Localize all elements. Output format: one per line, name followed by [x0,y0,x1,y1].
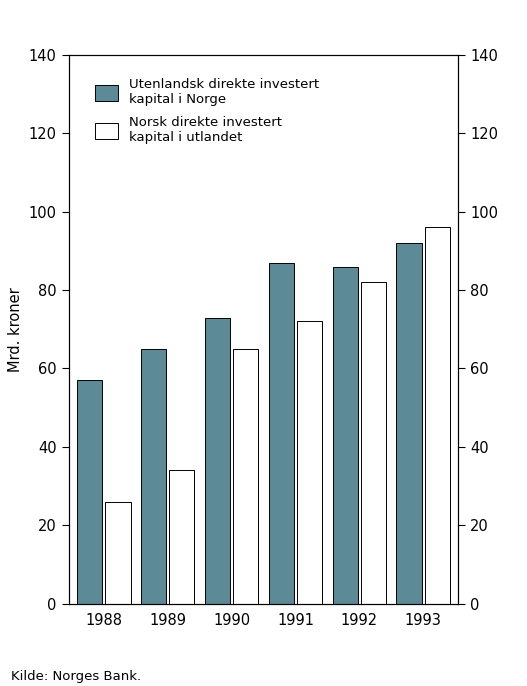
Bar [396,243,422,604]
Bar [333,267,358,604]
Bar [269,263,294,604]
Bar [297,322,323,604]
Bar [360,282,386,604]
Bar [204,318,230,604]
Bar [141,349,167,604]
Text: Kilde: Norges Bank.: Kilde: Norges Bank. [11,670,141,683]
Bar [233,349,258,604]
Y-axis label: Mrd. kroner: Mrd. kroner [8,287,23,372]
Bar [425,227,450,604]
Bar [105,501,131,604]
Bar [169,471,194,604]
Legend: Utenlandsk direkte investert
kapital i Norge, Norsk direkte investert
kapital i : Utenlandsk direkte investert kapital i N… [88,71,326,151]
Bar [77,380,102,604]
